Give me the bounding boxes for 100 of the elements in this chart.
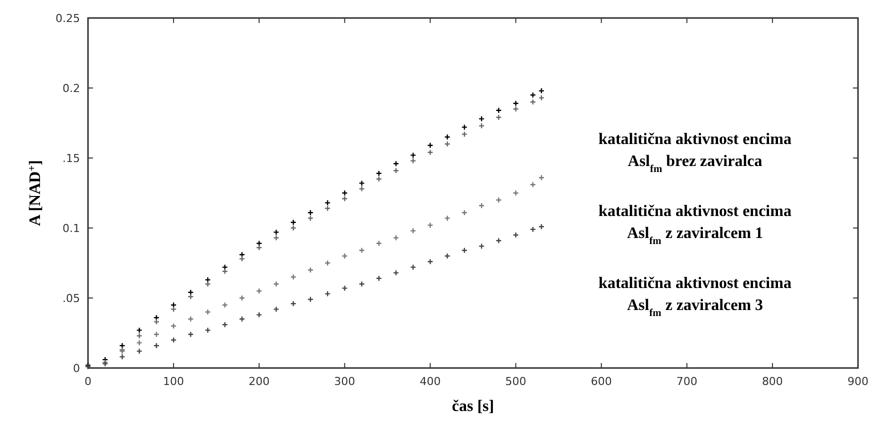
x-tick-label: 300 <box>334 375 356 388</box>
annotation: Asl$_{fm}$ z zaviralcem 3 <box>626 297 764 318</box>
point <box>204 280 211 288</box>
point <box>444 215 450 222</box>
point <box>222 264 228 270</box>
point <box>444 134 450 140</box>
point <box>358 186 365 192</box>
point <box>222 322 228 328</box>
point <box>204 308 211 316</box>
point <box>307 266 314 274</box>
point <box>376 170 382 176</box>
point <box>410 152 416 158</box>
point <box>461 124 468 130</box>
point <box>461 247 468 254</box>
point <box>222 302 228 308</box>
point <box>136 348 142 354</box>
x-tick-label: 800 <box>762 375 783 388</box>
point <box>512 100 519 106</box>
point <box>324 290 331 297</box>
point <box>153 342 160 349</box>
x-tick-label: 0 <box>84 375 92 388</box>
point <box>170 322 177 330</box>
point <box>273 280 280 288</box>
point <box>538 94 545 101</box>
point <box>307 210 314 216</box>
y-tick-label: .15 <box>62 152 80 165</box>
point <box>290 300 296 307</box>
point <box>324 260 331 266</box>
point <box>392 160 400 167</box>
point <box>188 289 194 296</box>
point <box>342 190 348 196</box>
point <box>496 238 502 244</box>
point <box>188 316 194 322</box>
point <box>273 306 280 312</box>
point <box>222 268 228 274</box>
annotation: Asl$_{fm}$ brez zaviralca <box>628 153 762 174</box>
y-tick-label: .05 <box>62 292 80 305</box>
point <box>136 340 142 346</box>
point <box>410 158 416 164</box>
point <box>153 331 160 338</box>
point <box>478 243 485 250</box>
point <box>290 224 296 232</box>
annotation: Asl$_{fm}$ z zaviralcem 1 <box>626 225 764 246</box>
y-tick-label: 0.2 <box>62 82 80 95</box>
point <box>256 288 262 294</box>
point <box>290 219 296 226</box>
point <box>478 122 485 129</box>
y-tick-label: 0 <box>73 362 80 375</box>
annotation: katalitična aktivnost encima <box>598 275 792 292</box>
x-axis-title: čas [s] <box>452 398 494 415</box>
point <box>358 247 365 254</box>
point <box>342 252 348 260</box>
point <box>358 180 365 186</box>
point <box>478 116 485 122</box>
x-tick-label: 600 <box>590 375 612 388</box>
point <box>136 327 142 334</box>
point <box>410 228 416 234</box>
point <box>461 210 468 216</box>
point <box>496 107 502 114</box>
point <box>496 114 502 120</box>
point <box>153 318 160 325</box>
point <box>136 332 142 339</box>
point <box>538 224 545 230</box>
point <box>392 168 400 174</box>
point <box>273 229 280 236</box>
point <box>119 354 126 360</box>
point <box>238 256 246 262</box>
point <box>273 234 280 241</box>
point <box>376 176 382 182</box>
point <box>170 306 177 312</box>
point <box>324 200 331 206</box>
point <box>496 196 502 204</box>
x-tick-label: 400 <box>420 375 441 388</box>
point <box>512 190 519 196</box>
point <box>342 285 348 292</box>
point <box>170 302 177 308</box>
point <box>512 106 519 112</box>
point <box>238 294 246 302</box>
point <box>392 270 400 276</box>
point <box>530 92 536 98</box>
point <box>376 240 382 246</box>
point <box>358 280 365 288</box>
point <box>530 226 536 232</box>
point <box>256 244 262 251</box>
point <box>427 258 434 265</box>
point <box>530 98 536 106</box>
point <box>324 205 331 212</box>
point <box>538 174 545 181</box>
point <box>238 252 246 258</box>
point <box>478 202 485 209</box>
point <box>410 264 416 270</box>
y-tick-label: 0.25 <box>56 12 80 25</box>
point <box>342 196 348 202</box>
point <box>530 182 536 188</box>
point <box>307 296 314 302</box>
point <box>256 240 262 246</box>
x-tick-label: 500 <box>505 375 526 388</box>
point <box>153 314 160 321</box>
point <box>238 316 246 322</box>
point <box>119 342 126 349</box>
